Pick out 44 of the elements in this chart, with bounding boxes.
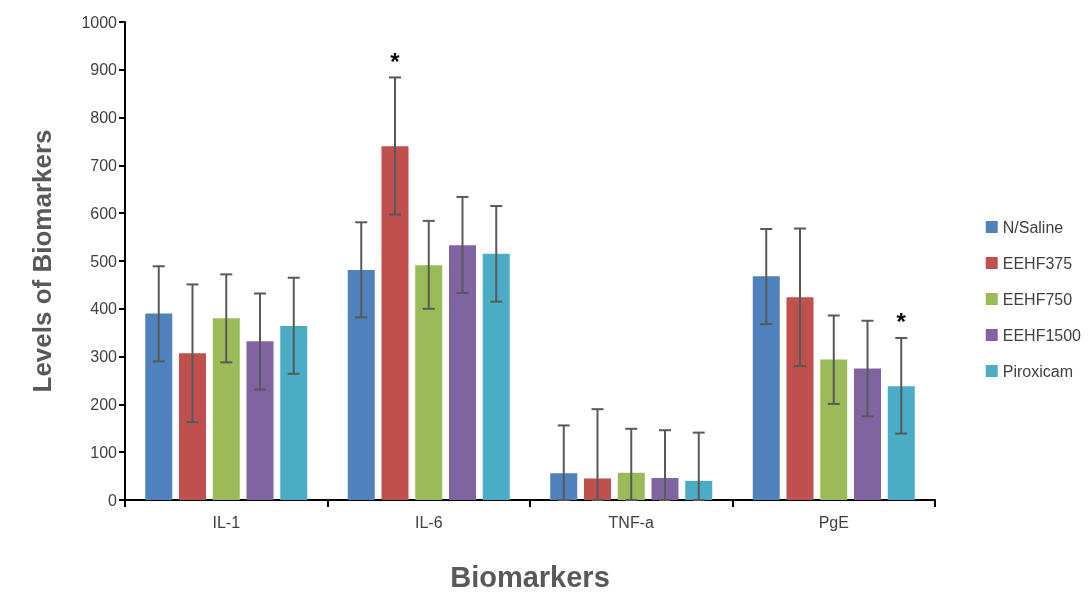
legend-label: EEHF375 (1002, 254, 1073, 272)
bar (246, 341, 274, 500)
y-tick-label: 400 (90, 300, 118, 318)
bar (482, 253, 510, 500)
y-axis-title: Levels of Biomarkers (27, 129, 57, 393)
bar (617, 472, 645, 500)
bar (584, 478, 611, 500)
legend-label: EEHF750 (1002, 290, 1073, 308)
bar (449, 245, 476, 500)
legend-label: N/Saline (1002, 218, 1064, 236)
annotation: * (390, 47, 401, 75)
bar (685, 480, 713, 500)
x-tick-label: IL-1 (212, 513, 241, 531)
x-tick-label: PgE (818, 513, 849, 531)
y-tick-label: 800 (90, 109, 118, 127)
y-tick-label: 100 (90, 443, 118, 461)
y-tick-label: 1000 (81, 13, 118, 31)
bar (786, 297, 814, 500)
bar (280, 326, 308, 500)
bar (381, 146, 409, 500)
bar (651, 478, 679, 500)
bar (145, 313, 173, 500)
bar (887, 386, 915, 500)
bar (550, 473, 578, 500)
bar (212, 318, 240, 500)
y-tick-label: 300 (90, 348, 118, 366)
x-tick-label: IL-6 (414, 513, 443, 531)
x-axis-title: Biomarkers (450, 560, 610, 593)
y-tick-label: 600 (90, 204, 118, 222)
legend-label: Piroxicam (1002, 362, 1073, 380)
y-tick-label: 900 (90, 61, 118, 79)
y-tick-label: 200 (90, 395, 118, 413)
bar (347, 270, 375, 500)
legend-label: EEHF1500 (1002, 326, 1082, 344)
bar (854, 368, 881, 500)
x-tick-label: TNF-a (608, 513, 655, 531)
bar (752, 276, 780, 500)
y-tick-label: 0 (108, 491, 118, 509)
annotation: * (896, 308, 907, 336)
bar (820, 359, 848, 500)
bar (415, 265, 443, 500)
y-tick-label: 500 (90, 252, 118, 270)
bar (179, 353, 206, 500)
y-tick-label: 700 (90, 156, 118, 174)
